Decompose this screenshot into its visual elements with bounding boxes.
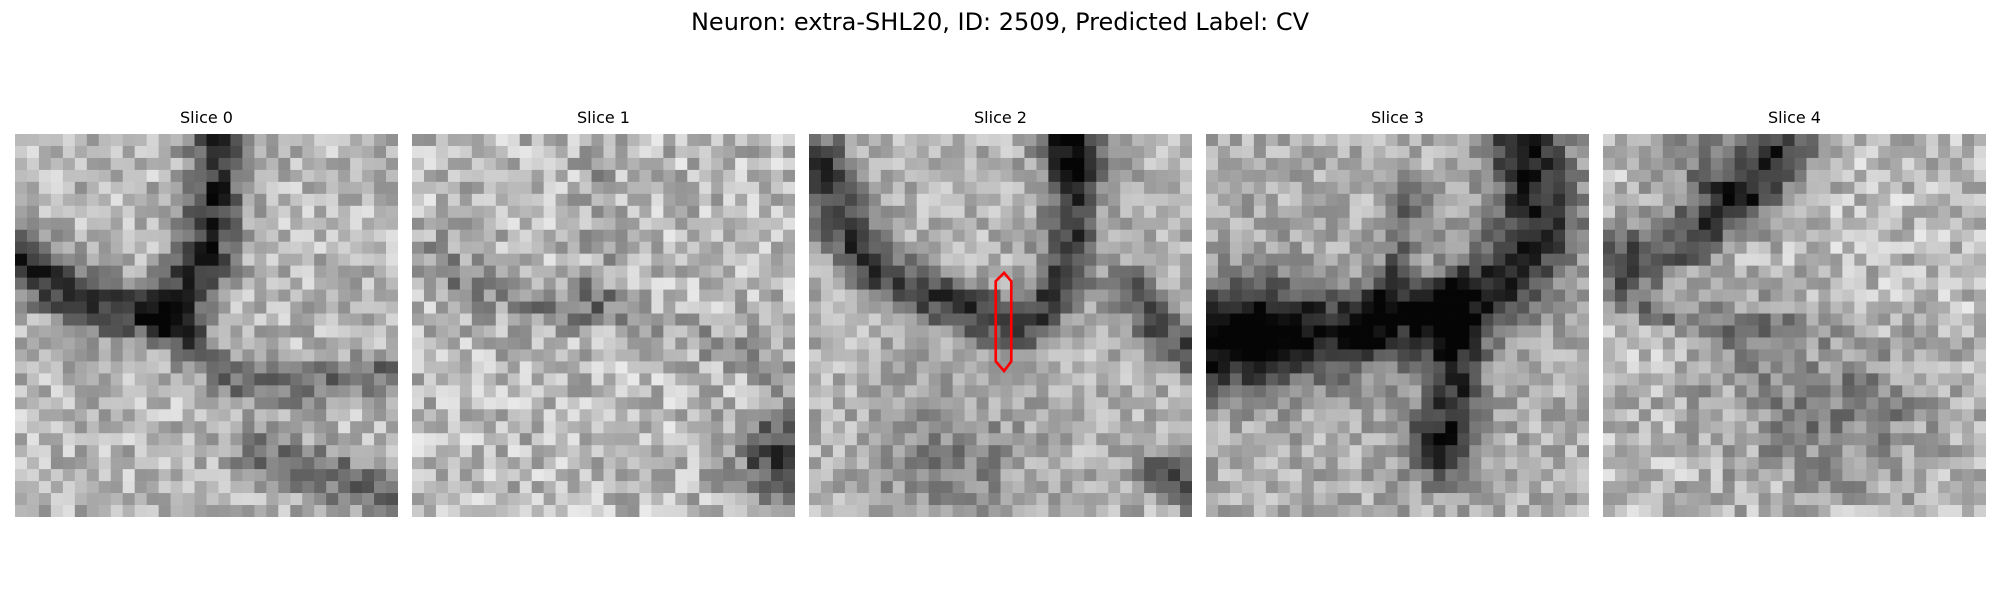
slice-panel-3: Slice 3 (1206, 108, 1589, 518)
grayscale-slice-image (809, 134, 1192, 517)
grayscale-slice-image (412, 134, 795, 517)
slice-panel-2: Slice 2 (809, 108, 1192, 518)
grayscale-slice-image (1206, 134, 1589, 517)
slice-title: Slice 3 (1371, 108, 1424, 127)
slice-panel-4: Slice 4 (1603, 108, 1986, 518)
slice-title: Slice 1 (577, 108, 630, 127)
slice-panel-1: Slice 1 (412, 108, 795, 518)
slice-panel-0: Slice 0 (15, 108, 398, 518)
grayscale-slice-image (1603, 134, 1986, 517)
slice-title: Slice 4 (1768, 108, 1821, 127)
slice-title: Slice 0 (180, 108, 233, 127)
grayscale-slice-image (15, 134, 398, 517)
slice-title: Slice 2 (974, 108, 1027, 127)
figure-title: Neuron: extra-SHL20, ID: 2509, Predicted… (690, 8, 1310, 36)
red-outline-marker (994, 270, 1013, 374)
